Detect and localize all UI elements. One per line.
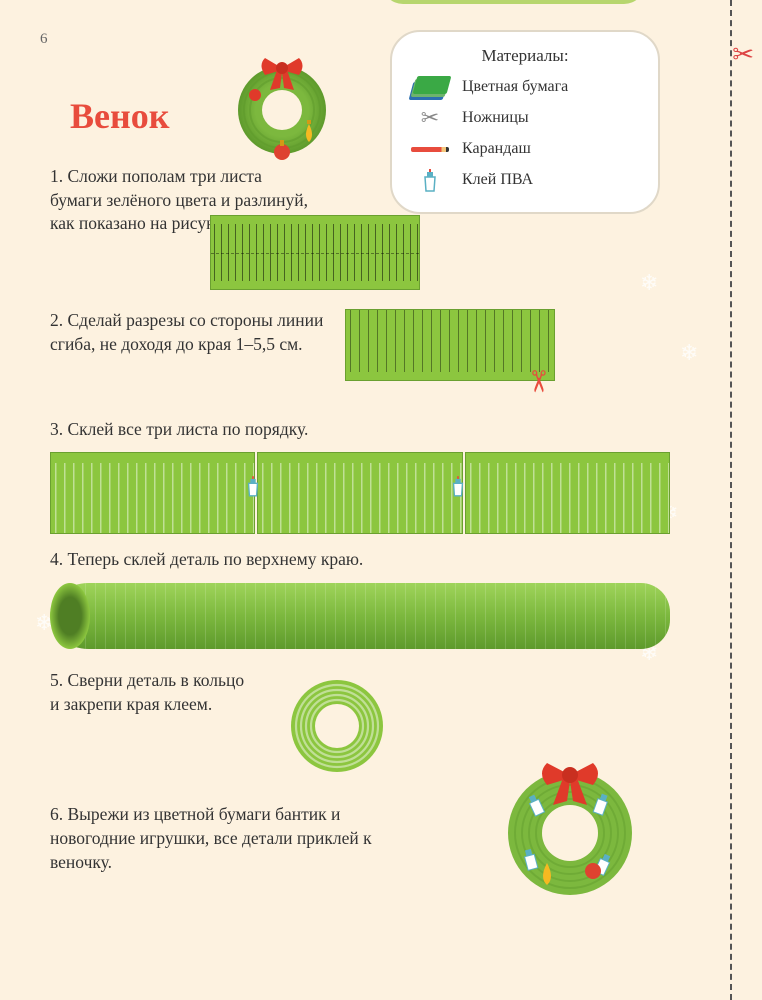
scissors-icon: ✂ xyxy=(520,369,555,394)
material-label: Цветная бумага xyxy=(462,78,568,96)
step-4-text: 4. Теперь склей деталь по верхнему краю. xyxy=(50,548,550,572)
page-number: 6 xyxy=(40,31,48,48)
wreath-icon xyxy=(225,40,340,165)
step-4-illustration xyxy=(50,583,670,649)
step-1-illustration xyxy=(210,215,420,290)
step-6-text: 6. Вырежи из цветной бумаги бантик и нов… xyxy=(50,803,420,874)
glue-icon xyxy=(450,473,466,499)
scissors-icon: ✂ xyxy=(410,105,450,131)
paper-icon xyxy=(410,74,450,100)
scissors-icon: ✂ xyxy=(732,40,754,70)
cut-line xyxy=(730,0,732,1000)
material-item-pencil: Карандаш xyxy=(410,136,640,162)
step-5-text: 5. Сверни деталь в кольцо и закрепи края… xyxy=(50,669,250,716)
material-item-scissors: ✂ Ножницы xyxy=(410,105,640,131)
material-label: Ножницы xyxy=(462,109,529,127)
step-3-illustration xyxy=(50,452,670,534)
materials-heading: Материалы: xyxy=(410,46,640,66)
material-label: Карандаш xyxy=(462,140,531,158)
step-2-text: 2. Сделай разрезы со стороны линии сгиба… xyxy=(50,309,350,356)
step-5-illustration xyxy=(280,669,395,789)
family-badge: ДЕЛАЕМ ВСЕЙ СЕМЬЁЙ xyxy=(382,0,645,4)
step-6-illustration xyxy=(485,743,655,918)
pencil-icon xyxy=(410,136,450,162)
page-title: Венок xyxy=(70,95,169,137)
material-item-paper: Цветная бумага xyxy=(410,74,640,100)
step-3-text: 3. Склей все три листа по порядку. xyxy=(50,418,550,442)
glue-icon xyxy=(245,473,261,499)
